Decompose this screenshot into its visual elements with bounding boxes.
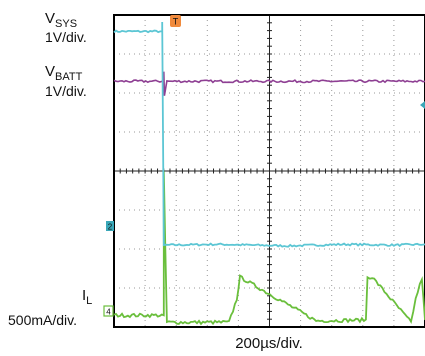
vbatt-label-sub: BATT xyxy=(55,71,83,83)
trigger-marker-text: T xyxy=(173,17,179,27)
trigger-marker: T xyxy=(170,15,181,27)
vsys-label-main: V xyxy=(45,10,55,27)
il-scale: 500mA/div. xyxy=(8,312,77,328)
vsys-scale: 1V/div. xyxy=(45,29,87,45)
vbatt-label-main: V xyxy=(45,63,55,80)
vbatt-scale: 1V/div. xyxy=(45,83,87,99)
svg-text:IL: IL xyxy=(82,287,92,307)
vsys-trace xyxy=(113,21,425,248)
vbatt-trace xyxy=(113,71,425,96)
svg-text:VBATT: VBATT xyxy=(45,63,83,83)
channel-4-marker-text: 4 xyxy=(106,308,111,317)
channel-4-marker: 4 xyxy=(103,305,114,317)
il-label: IL 500mA/div. xyxy=(8,287,92,328)
plot-frame xyxy=(113,14,425,328)
vbatt-level-marker xyxy=(420,101,425,109)
vsys-label-sub: SYS xyxy=(55,18,77,30)
x-axis-label: 200µs/div. xyxy=(235,335,303,352)
channel-2-marker-text: 2 xyxy=(108,223,113,232)
grid xyxy=(113,14,425,328)
vsys-label: VSYS 1V/div. xyxy=(45,10,87,45)
il-label-main: I xyxy=(82,287,86,304)
vbatt-label: VBATT 1V/div. xyxy=(45,63,87,99)
il-label-sub: L xyxy=(86,295,92,307)
svg-text:VSYS: VSYS xyxy=(45,10,77,30)
channel-2-marker: 2 xyxy=(106,221,114,232)
